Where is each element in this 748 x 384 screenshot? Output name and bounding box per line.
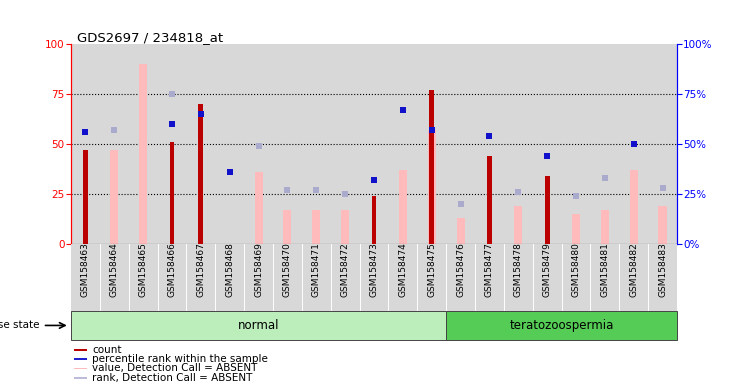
Bar <box>341 210 349 244</box>
Bar <box>254 172 263 244</box>
Bar <box>456 218 465 244</box>
Bar <box>71 311 446 340</box>
Bar <box>572 214 580 244</box>
Bar <box>475 44 504 244</box>
Text: GDS2697 / 234818_at: GDS2697 / 234818_at <box>77 31 223 44</box>
Bar <box>331 44 360 244</box>
Bar <box>446 44 475 244</box>
Text: percentile rank within the sample: percentile rank within the sample <box>92 354 268 364</box>
Bar <box>429 90 434 244</box>
Bar <box>244 44 273 244</box>
Bar <box>533 44 562 244</box>
Bar <box>198 104 203 244</box>
Bar <box>273 44 302 244</box>
Bar <box>129 44 158 244</box>
Bar <box>74 349 88 351</box>
Bar <box>170 142 174 244</box>
Bar <box>360 44 388 244</box>
Text: normal: normal <box>238 319 279 332</box>
Bar <box>215 44 244 244</box>
Bar <box>417 44 446 244</box>
Bar <box>545 176 550 244</box>
Text: count: count <box>92 345 122 355</box>
Bar <box>590 44 619 244</box>
Bar <box>372 196 376 244</box>
Bar <box>283 210 292 244</box>
Bar <box>658 206 666 244</box>
Bar <box>71 44 100 244</box>
Bar <box>186 44 215 244</box>
Bar <box>158 44 186 244</box>
Bar <box>74 377 88 379</box>
Bar <box>619 44 648 244</box>
Bar <box>74 358 88 360</box>
Bar <box>100 44 129 244</box>
Bar <box>446 311 677 340</box>
Text: teratozoospermia: teratozoospermia <box>509 319 613 332</box>
Bar <box>312 210 320 244</box>
Bar <box>514 206 522 244</box>
Bar <box>487 156 492 244</box>
Bar <box>399 170 407 244</box>
Text: rank, Detection Call = ABSENT: rank, Detection Call = ABSENT <box>92 372 253 382</box>
Bar <box>110 150 118 244</box>
Bar <box>562 44 590 244</box>
Bar <box>83 150 88 244</box>
Bar <box>139 64 147 244</box>
Bar <box>302 44 331 244</box>
Bar <box>648 44 677 244</box>
Bar <box>601 210 609 244</box>
Bar <box>504 44 533 244</box>
Bar <box>630 170 638 244</box>
Bar <box>74 367 88 369</box>
Bar <box>388 44 417 244</box>
Text: value, Detection Call = ABSENT: value, Detection Call = ABSENT <box>92 364 257 374</box>
Bar <box>428 130 436 244</box>
Text: disease state: disease state <box>0 320 39 331</box>
